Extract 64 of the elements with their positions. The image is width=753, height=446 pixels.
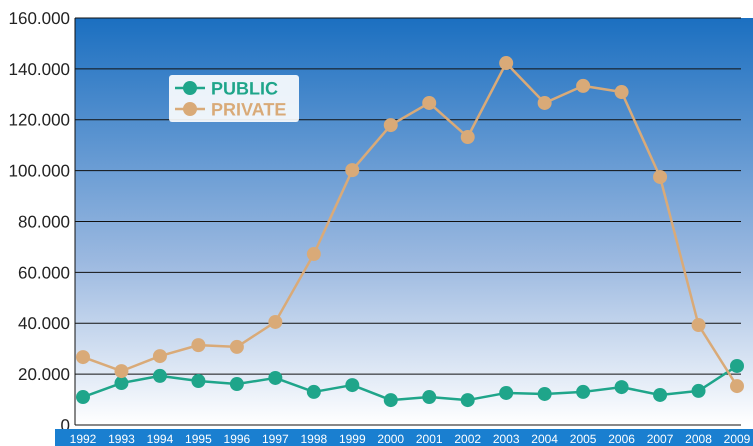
point	[460, 393, 475, 408]
y-tick-label: 120.000	[8, 110, 70, 130]
point	[306, 384, 321, 399]
x-tick-label: 2001	[416, 432, 443, 446]
legend-label: PUBLIC	[211, 78, 278, 98]
y-tick-label: 60.000	[18, 263, 70, 282]
y-tick-label: 40.000	[18, 314, 70, 334]
point	[230, 377, 244, 392]
point	[306, 247, 321, 262]
y-tick-label: 20.000	[18, 365, 70, 384]
point	[384, 118, 398, 132]
x-tick-label: 2007	[646, 432, 674, 446]
point	[345, 378, 360, 392]
x-tick-label: 2004	[531, 432, 558, 446]
point	[614, 380, 629, 394]
x-tick-label: 1994	[146, 432, 174, 446]
legend-label: PRIVATE	[211, 99, 286, 120]
point	[576, 384, 590, 399]
x-tick-label: 1997	[262, 432, 290, 446]
point	[614, 85, 629, 100]
point	[345, 163, 360, 178]
point	[114, 364, 128, 378]
point	[576, 78, 590, 93]
y-tick-label: 160.000	[8, 8, 70, 28]
x-tick-label: 1999	[338, 432, 366, 446]
point	[538, 386, 552, 401]
point	[460, 130, 475, 144]
x-tick-label: 1996	[224, 432, 251, 446]
point	[730, 379, 744, 394]
point	[499, 386, 514, 400]
x-tick-label: 2003	[492, 432, 520, 446]
point	[76, 350, 90, 364]
point	[384, 393, 398, 408]
y-tick-label: 140.000	[8, 60, 70, 79]
point	[268, 314, 282, 329]
y-tick-label: 80.000	[18, 212, 70, 232]
point	[422, 96, 436, 110]
x-tick-label: 2005	[570, 432, 597, 446]
point	[152, 368, 167, 383]
point	[653, 170, 668, 184]
point	[76, 390, 90, 404]
y-tick-label: 100.000	[8, 162, 70, 181]
point	[422, 390, 436, 404]
point	[268, 370, 282, 385]
point	[692, 384, 706, 398]
point	[692, 318, 706, 332]
x-tick-label: 1995	[185, 432, 212, 446]
x-tick-label: 2002	[454, 432, 482, 446]
x-tick-label: 1998	[300, 432, 328, 446]
point	[114, 376, 128, 390]
x-tick-label: 2000	[377, 432, 404, 446]
point	[499, 56, 514, 70]
point	[730, 358, 744, 373]
x-tick-label: 1993	[108, 432, 136, 446]
point	[653, 388, 668, 402]
x-tick-label: 2009	[724, 432, 751, 446]
x-tick-label: 2006	[608, 432, 636, 446]
point	[230, 340, 244, 354]
point	[152, 349, 167, 364]
point	[538, 96, 552, 110]
point	[191, 374, 206, 388]
x-tick-label: 2008	[685, 432, 712, 446]
point	[191, 338, 206, 352]
x-tick-label: 1992	[70, 432, 97, 446]
